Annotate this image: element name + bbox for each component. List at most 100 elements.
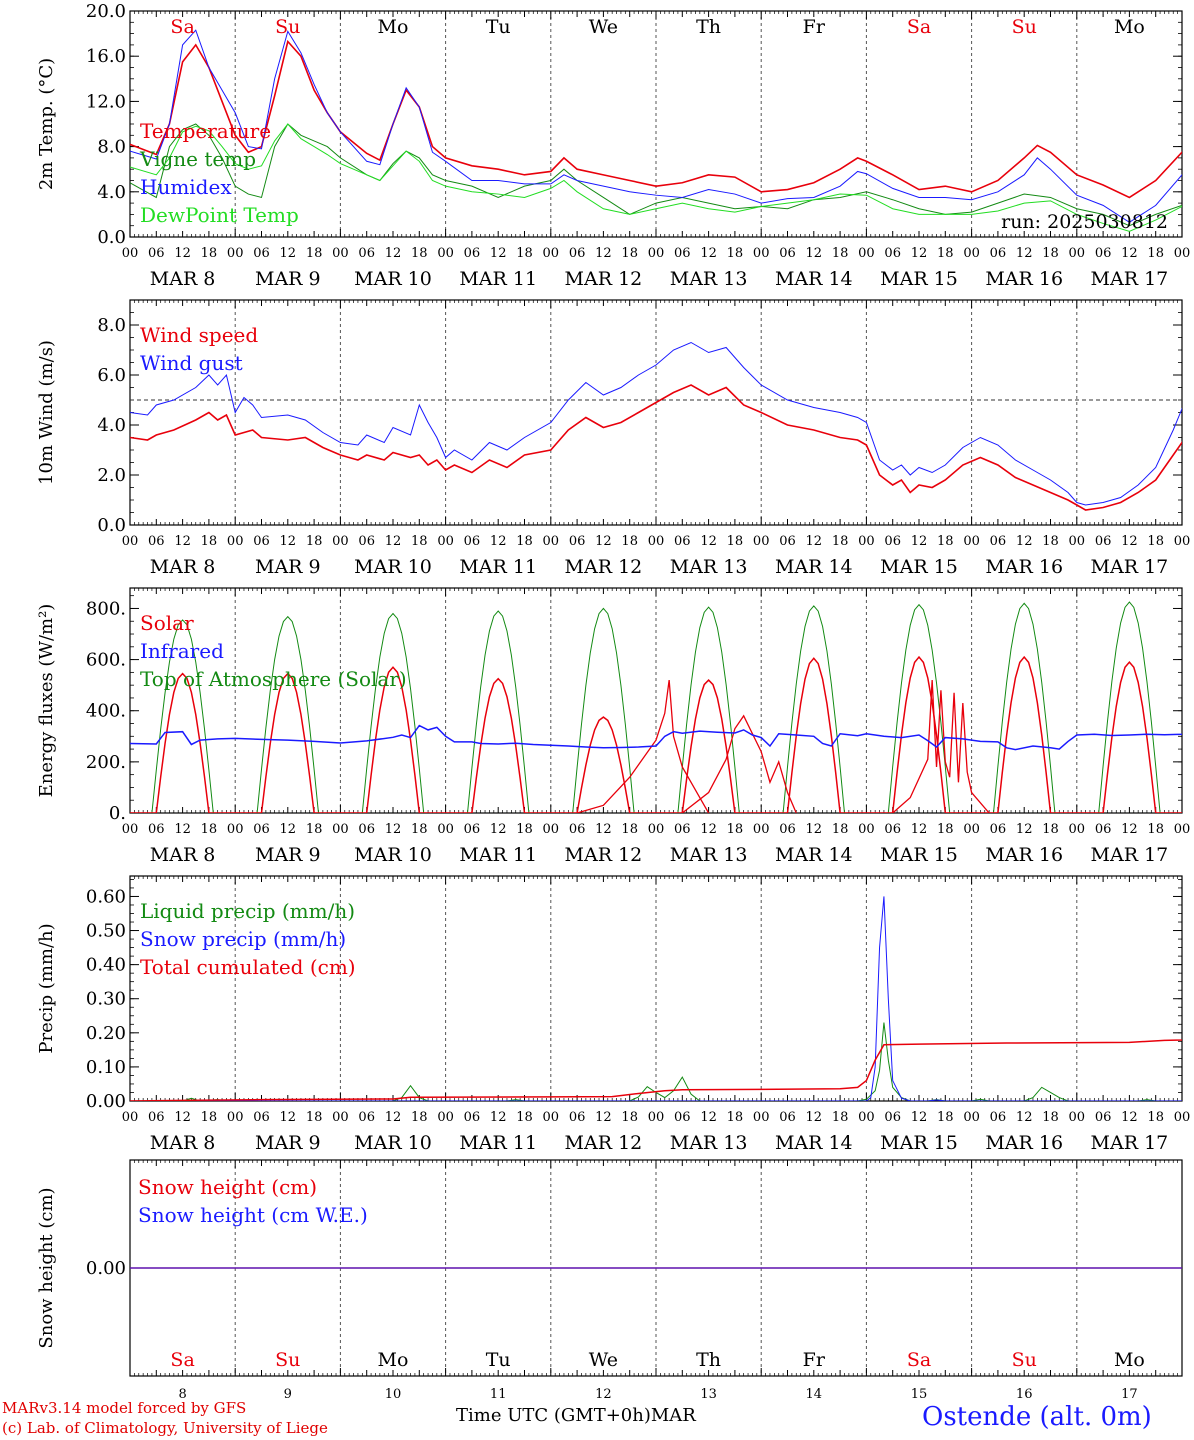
y-tick-label: 4.0 (97, 415, 126, 436)
hour-tick-label: 00 (1174, 534, 1191, 549)
date-label: MAR 11 (459, 844, 537, 866)
hour-tick-label: 18 (201, 822, 218, 837)
hour-tick-label: 06 (148, 246, 165, 261)
legend-label: Wind speed (140, 323, 258, 347)
hour-tick-label: 12 (490, 822, 507, 837)
series-group (130, 341, 1182, 511)
hour-tick-label: 18 (832, 534, 849, 549)
hour-tick-label: 18 (1042, 822, 1059, 837)
hour-tick-label: 06 (1095, 1110, 1112, 1125)
hour-tick-label: 06 (674, 246, 691, 261)
legend-label: Snow height (cm) (138, 1175, 317, 1199)
hour-tick-label: 18 (411, 534, 428, 549)
date-label: MAR 10 (354, 268, 432, 290)
date-number-label: 10 (385, 1387, 402, 1402)
hour-tick-label: 00 (437, 822, 454, 837)
hour-tick-label: 12 (700, 246, 717, 261)
hour-tick-label: 00 (858, 822, 875, 837)
station-label: Ostende (alt. 0m) (922, 1402, 1152, 1432)
hour-tick-label: 12 (174, 534, 191, 549)
y-tick-label: 0.30 (86, 989, 126, 1010)
y-tick-label: 0.50 (86, 921, 126, 942)
hour-tick-label: 06 (464, 534, 481, 549)
hour-tick-label: 12 (385, 1110, 402, 1125)
date-number-label: 9 (284, 1387, 292, 1402)
date-label: MAR 17 (1091, 1132, 1169, 1154)
hour-tick-label: 00 (332, 1110, 349, 1125)
hour-tick-label: 06 (358, 1110, 375, 1125)
hour-tick-label: 12 (174, 246, 191, 261)
hour-tick-label: 18 (306, 1110, 323, 1125)
y-tick-label: 12.0 (86, 91, 126, 112)
panel-frame (129, 587, 1183, 814)
hour-tick-label: 12 (911, 246, 928, 261)
hour-tick-label: 12 (280, 246, 297, 261)
y-axis-title: Energy fluxes (W/m²) (36, 604, 57, 798)
hour-tick-label: 18 (1147, 822, 1164, 837)
hour-tick-label: 06 (779, 1110, 796, 1125)
date-label: MAR 13 (670, 1132, 748, 1154)
hour-tick-label: 00 (227, 534, 244, 549)
hour-tick-label: 18 (411, 822, 428, 837)
hour-tick-label: 00 (122, 822, 139, 837)
hour-tick-label: 00 (963, 246, 980, 261)
hour-tick-label: 00 (332, 822, 349, 837)
hour-tick-label: 06 (1095, 822, 1112, 837)
hour-tick-label: 12 (490, 534, 507, 549)
hour-tick-label: 18 (832, 1110, 849, 1125)
hour-tick-label: 00 (332, 534, 349, 549)
day-of-week-label: Su (275, 16, 300, 38)
day-of-week-label: Sa (907, 1349, 931, 1371)
series-line (130, 896, 1182, 1101)
hour-tick-label: 06 (464, 246, 481, 261)
hour-tick-label: 00 (1069, 822, 1086, 837)
legend-label: Top of Atmosphere (Solar) (140, 667, 407, 691)
hour-tick-label: 12 (280, 822, 297, 837)
series-line (130, 1022, 1182, 1101)
y-tick-label: 0.20 (86, 1023, 126, 1044)
hour-tick-label: 18 (306, 534, 323, 549)
hour-tick-label: 18 (516, 1110, 533, 1125)
date-label: MAR 14 (775, 556, 853, 578)
hour-tick-label: 18 (727, 534, 744, 549)
y-tick-label: 0.10 (86, 1057, 126, 1078)
y-tick-label: 0.60 (86, 886, 126, 907)
hour-tick-label: 18 (516, 534, 533, 549)
hour-tick-label: 12 (174, 822, 191, 837)
series-line (130, 384, 1182, 511)
hour-tick-label: 06 (990, 534, 1007, 549)
hour-tick-label: 12 (490, 1110, 507, 1125)
legend-label: Solar (140, 611, 194, 635)
series-line (130, 341, 1182, 506)
y-tick-label: 600. (86, 650, 126, 671)
y-axis-title: Precip (mm/h) (36, 923, 57, 1053)
hour-tick-label: 00 (963, 534, 980, 549)
hour-tick-label: 12 (1016, 246, 1033, 261)
y-tick-label: 0.00 (86, 1258, 126, 1279)
hour-tick-label: 00 (753, 1110, 770, 1125)
hour-tick-label: 12 (1121, 822, 1138, 837)
hour-tick-label: 12 (595, 246, 612, 261)
legend-label: Vigne temp (139, 147, 256, 171)
hour-tick-label: 00 (648, 822, 665, 837)
day-of-week-label: Fr (803, 1349, 826, 1371)
y-tick-label: 0.0 (97, 227, 126, 248)
hour-tick-label: 18 (306, 822, 323, 837)
date-label: MAR 9 (255, 268, 321, 290)
hour-tick-label: 06 (569, 822, 586, 837)
date-label: MAR 15 (880, 268, 958, 290)
hour-tick-label: 18 (1147, 534, 1164, 549)
legend-label: Wind gust (140, 351, 243, 375)
date-label: MAR 11 (459, 556, 537, 578)
hour-tick-label: 00 (543, 246, 560, 261)
hour-tick-label: 18 (832, 822, 849, 837)
hour-tick-label: 12 (174, 1110, 191, 1125)
hour-tick-label: 00 (1174, 822, 1191, 837)
day-of-week-label: Tu (486, 16, 511, 38)
hour-tick-label: 12 (385, 534, 402, 549)
date-label: MAR 8 (150, 844, 216, 866)
y-tick-label: 400. (86, 701, 126, 722)
hour-tick-label: 00 (543, 822, 560, 837)
hour-tick-label: 00 (1069, 1110, 1086, 1125)
hour-tick-label: 06 (1095, 246, 1112, 261)
